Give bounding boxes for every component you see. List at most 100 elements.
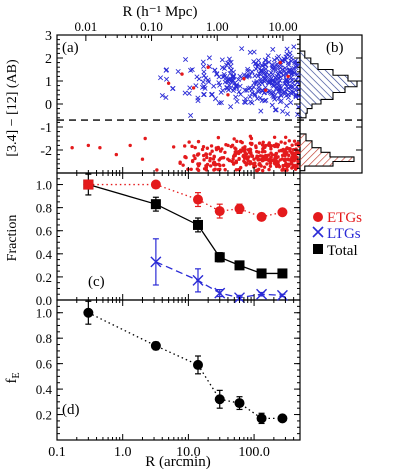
etg-point — [264, 153, 268, 158]
ltg-point — [256, 58, 262, 64]
etg-point — [269, 158, 274, 163]
ltgs-marker — [192, 274, 204, 286]
etg-point — [282, 158, 286, 162]
etg-point — [196, 139, 201, 144]
ltg-point — [258, 108, 264, 114]
y-tick-label: 3 — [45, 29, 52, 44]
ltg-point — [268, 77, 274, 83]
fe-marker — [234, 398, 245, 409]
etg-point — [232, 137, 236, 141]
ltg-point — [287, 67, 293, 73]
ltg-point — [276, 75, 282, 81]
etg-point — [278, 60, 282, 65]
legend-ltg-label: LTGs — [327, 226, 361, 242]
legend-etg-marker — [313, 212, 323, 222]
ltg-point — [287, 50, 293, 56]
ltg-point — [244, 87, 250, 93]
etgs-marker — [214, 206, 225, 217]
etg-point — [234, 151, 238, 156]
etg-point — [166, 81, 171, 86]
etg-point — [267, 158, 271, 163]
panel-label-c: (c) — [88, 274, 105, 290]
etg-point — [294, 142, 298, 147]
etg-point — [70, 146, 74, 150]
ltg-point — [236, 89, 242, 95]
ltg-point — [247, 94, 253, 100]
etg-point — [291, 147, 296, 152]
ltg-point — [279, 88, 285, 94]
etg-point — [257, 141, 262, 145]
ltg-point — [218, 100, 224, 106]
etg-point — [291, 154, 295, 158]
etg-point — [268, 164, 273, 168]
etg-point — [284, 161, 288, 166]
ltg-point — [269, 102, 275, 108]
etg-point — [268, 161, 273, 166]
ltg-point — [263, 62, 269, 68]
ltg-point — [163, 94, 169, 101]
ltg-point — [271, 89, 277, 95]
ltg-point — [272, 93, 278, 99]
etg-point — [218, 167, 222, 172]
fe-marker — [256, 413, 267, 424]
y-axis-label-a: [3.4] − [12] (AB) — [5, 59, 20, 157]
ltg-point — [262, 72, 268, 78]
ltg-point — [284, 111, 291, 117]
y-axis-label-d-subscript: E — [11, 372, 22, 378]
ltg-point — [239, 46, 245, 52]
total-line — [88, 183, 283, 275]
panel-label-d: (d) — [62, 402, 80, 418]
ltg-point — [255, 73, 261, 79]
ltg-point — [263, 97, 269, 103]
etg-point — [128, 143, 132, 148]
top-x-tick-label: 1.00 — [206, 19, 229, 34]
total-marker — [277, 268, 288, 279]
ltg-histogram-bin — [300, 108, 308, 114]
etg-point — [281, 163, 285, 168]
ltg-point — [251, 59, 257, 65]
ltg-point — [253, 66, 259, 72]
etg-histogram-bin — [300, 161, 333, 167]
etg-point — [235, 139, 239, 144]
etg-point — [98, 146, 102, 150]
ltg-histogram-bin — [300, 104, 312, 109]
ltg-point — [273, 107, 279, 113]
ltg-point — [294, 63, 300, 69]
etg-point — [293, 151, 297, 156]
etg-point — [221, 163, 226, 167]
ltg-point — [272, 64, 278, 70]
panel-a-plot — [57, 44, 362, 173]
etg-point — [253, 161, 257, 165]
y-tick-label: 0.6 — [36, 224, 53, 239]
top-x-axis-label: R (h⁻¹ Mpc) — [123, 4, 198, 20]
ltg-point — [201, 73, 207, 79]
ltg-point — [230, 69, 236, 75]
ltg-point — [284, 46, 290, 52]
ltg-point — [211, 83, 217, 89]
ltg-point — [252, 92, 258, 98]
ltg-point — [217, 82, 223, 88]
etg-point — [263, 149, 267, 154]
y-tick-label: 0.2 — [36, 408, 52, 423]
ltg-point — [285, 92, 291, 98]
etg-point — [212, 154, 216, 159]
bottom-x-axis-label: R (arcmin) — [145, 454, 210, 470]
etg-point — [290, 143, 294, 147]
ltg-point — [285, 60, 291, 66]
etg-point — [238, 148, 243, 152]
ltg-point — [295, 87, 301, 93]
etg-point — [212, 168, 216, 172]
etg-histogram-bin — [300, 152, 330, 157]
etg-histogram-bin — [300, 147, 321, 153]
etg-histogram-bin — [300, 140, 312, 148]
legend-ltg-marker — [312, 226, 324, 238]
etg-point — [265, 162, 269, 166]
etg-point — [256, 158, 260, 162]
ltg-point — [258, 78, 264, 84]
etg-point — [189, 167, 193, 171]
ltg-point — [284, 87, 290, 93]
etg-point — [268, 143, 273, 148]
etg-point — [217, 158, 221, 162]
ltg-point — [255, 62, 261, 68]
